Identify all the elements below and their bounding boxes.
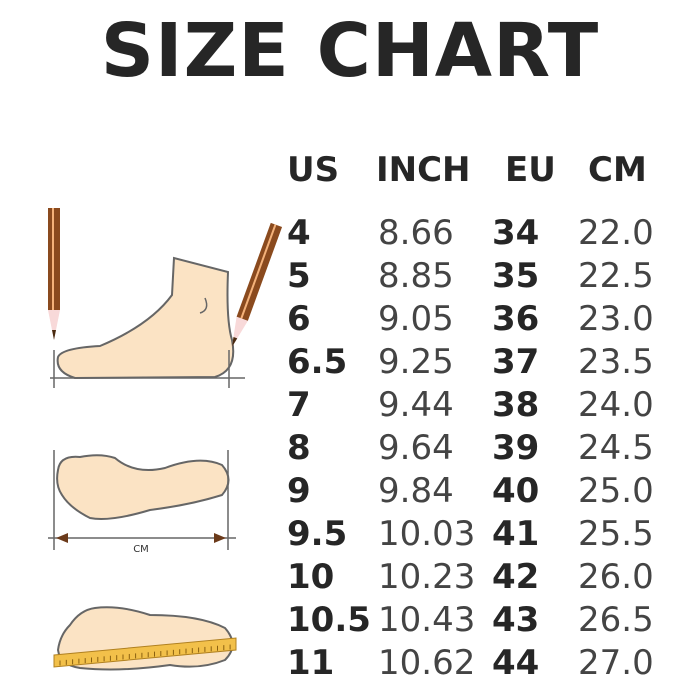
- cell-cm: 23.5: [578, 342, 654, 382]
- cell-eu: 38: [492, 385, 540, 425]
- cell-eu: 43: [492, 600, 540, 640]
- pencil-icon: [48, 208, 60, 340]
- cell-us: 9.5: [287, 514, 348, 554]
- cell-inch: 9.05: [378, 299, 454, 339]
- cell-inch: 8.66: [378, 213, 454, 253]
- table-row: 5 8.85 35 22.5: [0, 255, 700, 298]
- cell-cm: 25.0: [578, 471, 654, 511]
- cell-us: 8: [287, 428, 311, 468]
- cell-us: 6.5: [287, 342, 348, 382]
- foot-ruler-view: [53, 606, 237, 671]
- table-row: 11 10.62 44 27.0: [0, 642, 700, 685]
- cell-cm: 24.5: [578, 428, 654, 468]
- table-row: 6 9.05 36 23.0: [0, 298, 700, 341]
- page-title: SIZE CHART: [100, 8, 600, 94]
- column-header-eu: EU: [505, 150, 556, 190]
- cell-cm: 26.5: [578, 600, 654, 640]
- cell-eu: 35: [492, 256, 540, 296]
- cell-eu: 39: [492, 428, 540, 468]
- cell-us: 11: [287, 643, 335, 683]
- foot-top-view: [48, 450, 236, 550]
- cell-inch: 10.62: [378, 643, 476, 683]
- foot-measurement-illustration: CM: [48, 208, 283, 671]
- cell-inch: 8.85: [378, 256, 454, 296]
- cell-eu: 37: [492, 342, 540, 382]
- cell-us: 10.5: [287, 600, 371, 640]
- cell-us: 5: [287, 256, 311, 296]
- column-header-cm: CM: [588, 150, 647, 190]
- table-row: 4 8.66 34 22.0: [0, 212, 700, 255]
- column-header-us: US: [287, 150, 340, 190]
- table-row: 10.5 10.43 43 26.5: [0, 599, 700, 642]
- column-header-inch: INCH: [376, 150, 471, 190]
- cell-inch: 10.43: [378, 600, 476, 640]
- cell-eu: 34: [492, 213, 540, 253]
- cell-inch: 9.44: [378, 385, 454, 425]
- cell-us: 10: [287, 557, 335, 597]
- cell-inch: 9.25: [378, 342, 454, 382]
- cell-cm: 25.5: [578, 514, 654, 554]
- foot-side-view: [50, 256, 245, 388]
- measure-label: CM: [133, 544, 149, 555]
- cell-inch: 9.64: [378, 428, 454, 468]
- table-row: 10 10.23 42 26.0: [0, 556, 700, 599]
- table-row: 8 9.64 39 24.5: [0, 427, 700, 470]
- cell-eu: 44: [492, 643, 540, 683]
- cell-cm: 22.0: [578, 213, 654, 253]
- cell-inch: 10.23: [378, 557, 476, 597]
- ruler-ticks: [59, 644, 231, 666]
- cell-us: 6: [287, 299, 311, 339]
- cell-us: 4: [287, 213, 311, 253]
- cell-inch: 9.84: [378, 471, 454, 511]
- table-row: 7 9.44 38 24.0: [0, 384, 700, 427]
- cell-us: 9: [287, 471, 311, 511]
- cell-eu: 42: [492, 557, 540, 597]
- pencil-icon: [231, 222, 283, 348]
- table-row: 9.5 10.03 41 25.5: [0, 513, 700, 556]
- cell-cm: 22.5: [578, 256, 654, 296]
- cell-us: 7: [287, 385, 311, 425]
- table-row: 6.5 9.25 37 23.5: [0, 341, 700, 384]
- cell-cm: 27.0: [578, 643, 654, 683]
- cell-eu: 40: [492, 471, 540, 511]
- cell-cm: 24.0: [578, 385, 654, 425]
- cell-eu: 36: [492, 299, 540, 339]
- cell-eu: 41: [492, 514, 540, 554]
- cell-inch: 10.03: [378, 514, 476, 554]
- cell-cm: 23.0: [578, 299, 654, 339]
- cell-cm: 26.0: [578, 557, 654, 597]
- table-row: 9 9.84 40 25.0: [0, 470, 700, 513]
